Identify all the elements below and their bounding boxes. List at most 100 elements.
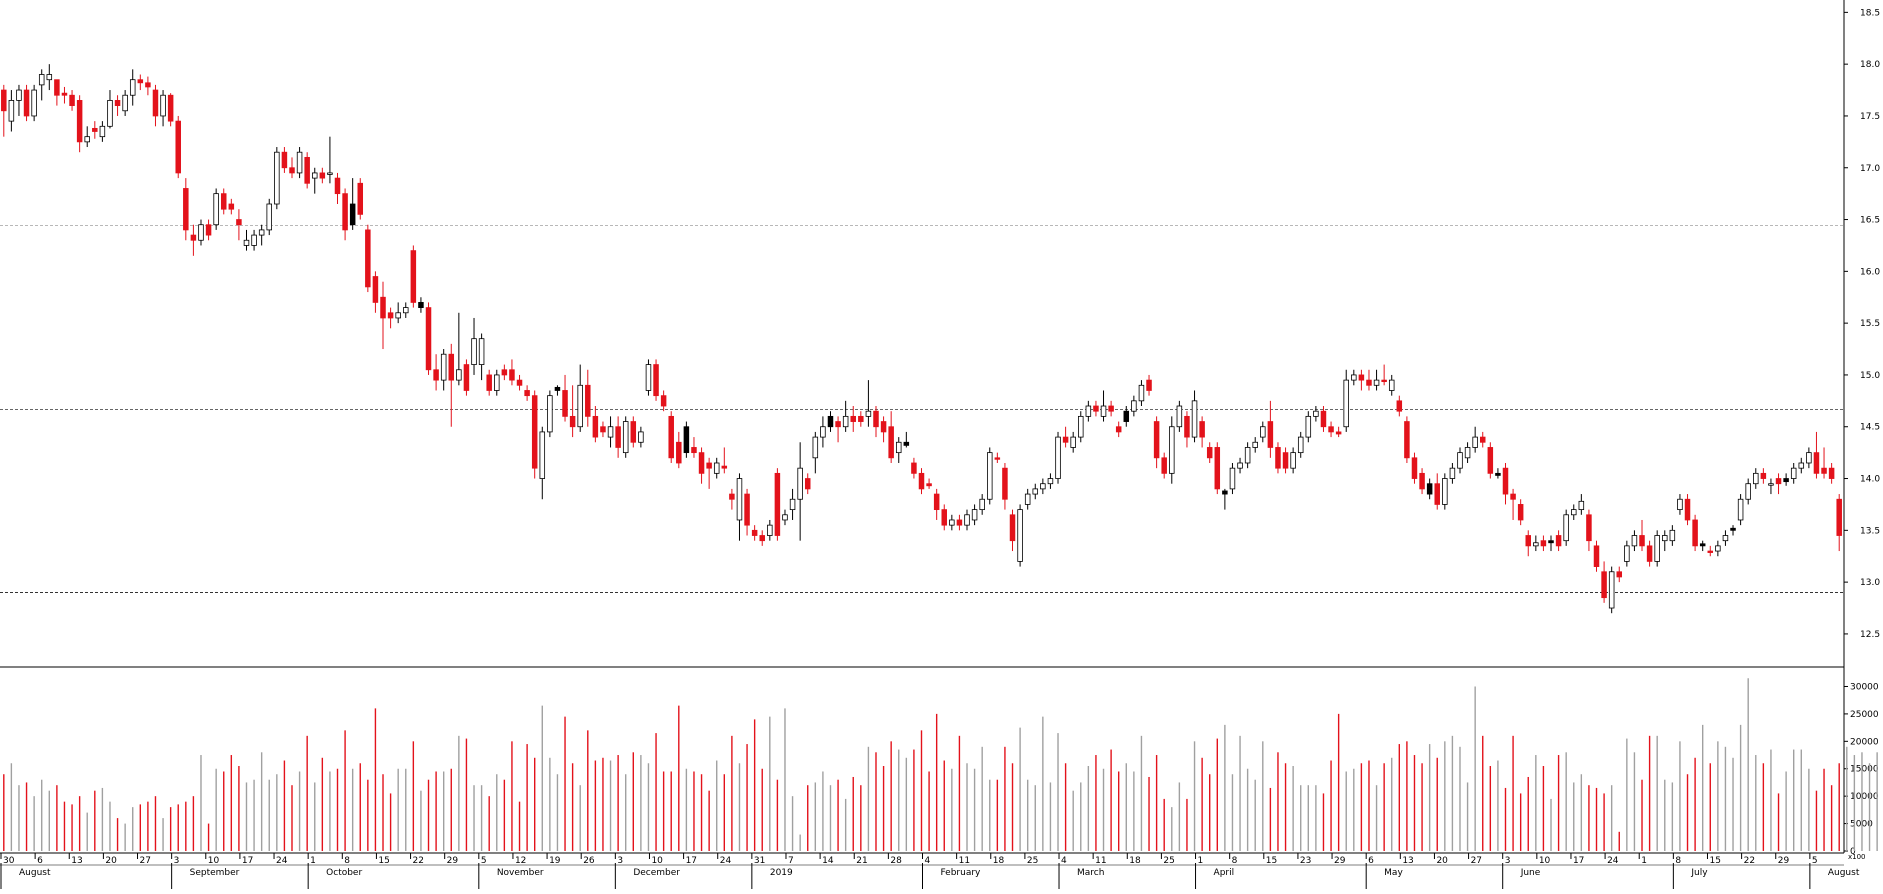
- candle-body: [311, 172, 318, 179]
- candle-body: [1305, 415, 1312, 438]
- candle-body: [933, 493, 940, 511]
- candle-body: [1813, 452, 1820, 474]
- candle-body: [1608, 571, 1615, 609]
- candle-body: [1540, 540, 1547, 547]
- candle-body: [1593, 545, 1600, 567]
- candle-body: [622, 421, 629, 454]
- candle-body: [971, 509, 978, 521]
- candle-body: [1646, 545, 1653, 562]
- candle-body: [888, 426, 894, 459]
- candle-body: [1260, 426, 1266, 438]
- candle-body: [1093, 405, 1099, 412]
- candle-body: [1297, 436, 1304, 454]
- candle-body: [494, 374, 500, 391]
- candle-body: [1586, 514, 1592, 542]
- x-month-label: October: [326, 868, 362, 878]
- candle-body: [357, 182, 364, 215]
- candle-body: [668, 415, 674, 459]
- candle-body: [1654, 535, 1660, 562]
- x-day-label: 22: [1744, 856, 1755, 866]
- candle-body: [759, 535, 765, 542]
- candle-body: [129, 79, 136, 96]
- candle-body: [1115, 426, 1122, 433]
- candle-body: [1662, 535, 1668, 542]
- candle-body: [1146, 379, 1152, 391]
- x-month-label: May: [1384, 868, 1403, 878]
- candle-body: [1631, 535, 1638, 547]
- candle-body: [1472, 436, 1478, 448]
- candle-body: [630, 421, 637, 443]
- candle-body: [1199, 421, 1205, 438]
- candle-body: [486, 374, 492, 391]
- candle-body: [243, 239, 250, 246]
- candle-body: [296, 151, 303, 174]
- candle-body: [1373, 379, 1380, 386]
- candle-body: [1267, 421, 1274, 448]
- candle-body: [84, 136, 90, 143]
- x-day-label: 14: [822, 856, 834, 866]
- candle-body: [274, 151, 280, 205]
- candle-body: [1510, 493, 1516, 500]
- candle-body: [858, 415, 864, 422]
- x-day-label: 29: [1778, 856, 1790, 866]
- x-day-label: 10: [208, 856, 220, 866]
- candle-body: [1237, 462, 1243, 469]
- candle-body: [1677, 498, 1683, 511]
- candle-body: [744, 493, 750, 526]
- volume-unit-tag: x100: [1848, 853, 1866, 861]
- x-day-label: 4: [1061, 856, 1067, 866]
- candle-body: [1055, 436, 1061, 479]
- candle-body: [1760, 472, 1767, 479]
- candle-body: [1153, 421, 1160, 459]
- volume-tick-label: 0: [1850, 847, 1856, 857]
- candle-body: [456, 369, 462, 381]
- x-day-label: 10: [651, 856, 663, 866]
- candle-body: [1692, 519, 1698, 547]
- candle-body: [804, 478, 811, 490]
- candle-body: [236, 219, 242, 226]
- candle-body: [266, 203, 272, 231]
- candle-body: [1525, 535, 1532, 547]
- candle-body: [1707, 550, 1714, 553]
- candle-body: [531, 395, 538, 469]
- x-day-label: 15: [1266, 856, 1277, 866]
- candle-body: [1388, 379, 1395, 391]
- candle-body: [1495, 472, 1501, 476]
- candle-body: [1366, 379, 1372, 386]
- x-day-label: 5: [481, 856, 487, 866]
- candle-body: [1669, 529, 1676, 542]
- candle-body: [880, 421, 887, 433]
- price-panel: 18.5 18.0 17.5 17.0 16.5 16.0 15.5 15.0 14.5 14.0…: [0, 0, 1880, 853]
- candle-body: [1783, 478, 1789, 483]
- candle-body: [895, 441, 902, 454]
- candle-body: [1320, 410, 1327, 428]
- candle-body: [1601, 571, 1607, 599]
- candle-body: [1775, 478, 1782, 485]
- x-day-label: 27: [140, 856, 151, 866]
- candle-body: [31, 89, 37, 117]
- candle-body: [524, 390, 530, 397]
- candle-body: [767, 524, 773, 536]
- x-day-label: 19: [549, 856, 561, 866]
- x-day-label: 18: [993, 856, 1005, 866]
- x-day-label: 27: [1471, 856, 1482, 866]
- candle-body: [964, 514, 970, 526]
- x-day-label: 29: [447, 856, 459, 866]
- candle-body: [949, 519, 955, 526]
- x-day-label: 30: [3, 856, 15, 866]
- candle-body: [478, 338, 485, 365]
- candle-body: [812, 436, 819, 459]
- candle-body: [380, 296, 386, 319]
- x-day-label: 17: [1573, 856, 1584, 866]
- x-month-label: 2019: [770, 868, 793, 878]
- x-day-label: 13: [1402, 856, 1413, 866]
- candle-body: [1578, 500, 1585, 511]
- candle-body: [1745, 483, 1751, 500]
- candle-body: [1100, 405, 1107, 417]
- candle-body: [1737, 498, 1744, 521]
- candle-body: [926, 483, 932, 487]
- candle-body: [1442, 478, 1448, 505]
- candle-body: [1616, 571, 1623, 578]
- candle-body: [213, 193, 219, 226]
- candle-body: [403, 307, 409, 314]
